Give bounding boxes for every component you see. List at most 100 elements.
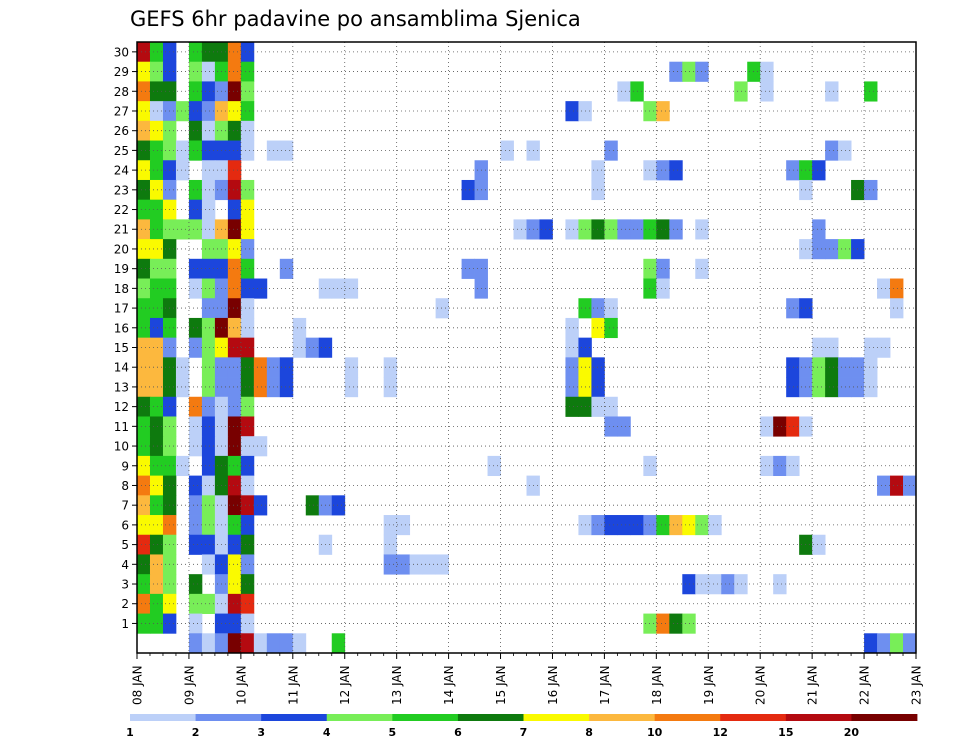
cell-member-21-step-36 bbox=[604, 219, 618, 240]
cell-member-15-step-52 bbox=[812, 337, 826, 358]
cell-member-24-step-52 bbox=[812, 160, 826, 181]
cell-member-29-step-8 bbox=[240, 61, 255, 82]
cell-member-28-step-4 bbox=[188, 81, 203, 102]
cell-member-16-step-35 bbox=[591, 317, 605, 339]
y-axis: 1234567891011121314151617181920212223242… bbox=[114, 45, 137, 631]
cell-member-6-step-19 bbox=[383, 515, 398, 536]
cell-member-6-step-4 bbox=[188, 515, 203, 536]
cell-member-30-step-7 bbox=[227, 42, 242, 63]
cell-member-5-step-4 bbox=[188, 534, 203, 555]
cell-member-19-step-40 bbox=[656, 258, 670, 279]
cell-member-11-step-49 bbox=[773, 416, 787, 437]
cell-member-18-step-5 bbox=[201, 278, 216, 299]
cell-member-17-step-0 bbox=[137, 298, 151, 319]
cell-member-29-step-41 bbox=[669, 61, 683, 82]
cell-member-30-step-0 bbox=[137, 42, 151, 63]
cell-member-6-step-39 bbox=[643, 515, 657, 536]
cell-member-11-step-50 bbox=[786, 416, 800, 437]
cell-member-1-step-42 bbox=[682, 613, 696, 634]
cell-member-11-step-48 bbox=[760, 416, 774, 437]
cell-member-20-step-5 bbox=[201, 239, 216, 260]
y-tick-label: 21 bbox=[114, 223, 129, 237]
cell-member-14-step-52 bbox=[812, 357, 826, 378]
x-axis: 08 JAN 09 JAN 10 JAN 11 JAN 12 JAN 13 JAN 14 J… bbox=[131, 653, 924, 705]
cell-member-8-step-0 bbox=[137, 475, 151, 496]
cell-member-21-step-7 bbox=[227, 219, 242, 240]
y-tick-label: 8 bbox=[121, 479, 129, 493]
x-tick-label: 08 JAN bbox=[131, 665, 145, 705]
cell-member-29-step-42 bbox=[682, 61, 696, 82]
cell-member-16-step-8 bbox=[240, 317, 255, 339]
cell-member-11-step-4 bbox=[188, 416, 203, 437]
cell-member-27-step-4 bbox=[188, 101, 203, 122]
cell-member-13-step-56 bbox=[864, 377, 878, 398]
cell-member-0-step-58 bbox=[890, 633, 904, 654]
cell-member-2-step-1 bbox=[149, 593, 164, 614]
cell-member-26-step-8 bbox=[240, 120, 255, 141]
cell-member-21-step-0 bbox=[137, 219, 151, 240]
cell-member-18-step-15 bbox=[331, 278, 346, 299]
cell-member-14-step-35 bbox=[591, 357, 605, 378]
chart-title: GEFS 6hr padavine po ansamblima Sjenica bbox=[130, 7, 581, 31]
cell-member-17-step-50 bbox=[786, 298, 800, 319]
cell-member-8-step-7 bbox=[227, 475, 242, 496]
x-tick-label: 18 JAN bbox=[650, 665, 664, 705]
cell-member-8-step-57 bbox=[877, 475, 891, 496]
cell-member-5-step-5 bbox=[201, 534, 216, 555]
cell-member-9-step-50 bbox=[786, 455, 800, 477]
cell-member-13-step-11 bbox=[279, 377, 294, 398]
cell-member-24-step-5 bbox=[201, 160, 216, 181]
cell-member-18-step-1 bbox=[149, 278, 164, 299]
cell-member-1-step-8 bbox=[240, 613, 255, 634]
y-tick-label: 9 bbox=[121, 459, 129, 473]
legend-swatch bbox=[326, 714, 393, 721]
cell-member-22-step-4 bbox=[188, 199, 203, 220]
cell-member-20-step-53 bbox=[825, 239, 839, 260]
cell-member-25-step-0 bbox=[137, 140, 151, 161]
cell-member-6-step-5 bbox=[201, 515, 216, 536]
cell-member-7-step-8 bbox=[240, 495, 255, 516]
cell-member-14-step-56 bbox=[864, 357, 878, 378]
cell-member-25-step-1 bbox=[149, 140, 164, 161]
y-tick-label: 25 bbox=[114, 144, 129, 158]
cell-member-6-step-20 bbox=[396, 515, 411, 536]
cell-member-24-step-39 bbox=[643, 160, 657, 181]
cell-member-25-step-28 bbox=[500, 140, 514, 161]
cell-member-25-step-36 bbox=[604, 140, 618, 161]
x-tick-label: 17 JAN bbox=[598, 665, 612, 705]
cell-member-15-step-5 bbox=[201, 337, 216, 358]
x-tick-label: 12 JAN bbox=[338, 665, 352, 705]
cell-member-22-step-0 bbox=[137, 199, 151, 220]
cell-member-24-step-41 bbox=[669, 160, 683, 181]
cell-member-9-step-27 bbox=[487, 455, 501, 477]
y-tick-label: 19 bbox=[114, 262, 129, 276]
y-tick-label: 17 bbox=[114, 302, 129, 316]
x-tick-label: 21 JAN bbox=[806, 665, 820, 705]
cell-member-24-step-1 bbox=[149, 160, 164, 181]
cell-member-9-step-0 bbox=[137, 455, 151, 477]
cell-member-21-step-31 bbox=[539, 219, 553, 240]
cell-member-5-step-52 bbox=[812, 534, 826, 555]
cell-member-28-step-1 bbox=[149, 81, 164, 102]
cell-member-0-step-12 bbox=[292, 633, 307, 654]
y-tick-label: 4 bbox=[121, 558, 129, 572]
cell-member-19-step-1 bbox=[149, 258, 164, 279]
legend-swatch bbox=[851, 714, 918, 721]
legend-label: 15 bbox=[778, 726, 793, 739]
cell-member-13-step-53 bbox=[825, 377, 839, 398]
cell-member-27-step-0 bbox=[137, 101, 151, 122]
cell-member-3-step-8 bbox=[240, 574, 255, 595]
cell-member-19-step-8 bbox=[240, 258, 255, 279]
cell-member-16-step-33 bbox=[565, 317, 579, 339]
legend-swatch bbox=[523, 714, 590, 721]
cell-member-18-step-7 bbox=[227, 278, 242, 299]
cell-member-10-step-5 bbox=[201, 436, 216, 457]
cell-member-20-step-1 bbox=[149, 239, 164, 260]
y-tick-label: 5 bbox=[121, 538, 129, 552]
cell-member-28-step-46 bbox=[734, 81, 748, 102]
cell-member-0-step-4 bbox=[188, 633, 203, 654]
cell-member-21-step-52 bbox=[812, 219, 826, 240]
cell-member-8-step-1 bbox=[149, 475, 164, 496]
cell-member-18-step-4 bbox=[188, 278, 203, 299]
